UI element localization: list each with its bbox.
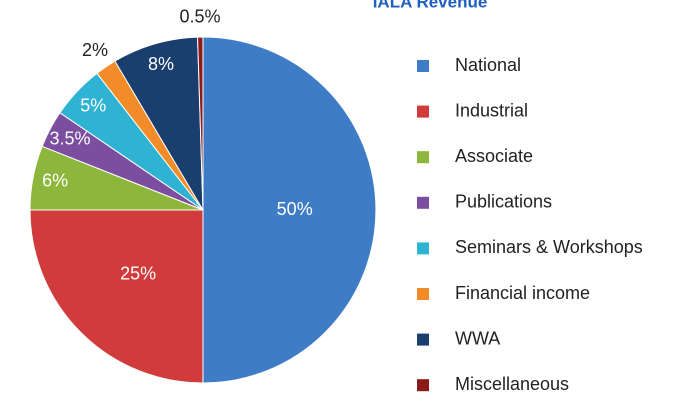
pie-slice	[197, 36, 204, 211]
chart-title: IALA Revenue	[373, 0, 488, 11]
legend-label: Publications	[455, 192, 552, 212]
legend-label: WWA	[455, 328, 500, 348]
data-label: 6%	[42, 171, 68, 191]
legend-swatch	[417, 196, 429, 209]
legend-swatch	[417, 151, 429, 164]
data-label: 8%	[148, 54, 174, 74]
data-label: 3.5%	[49, 128, 90, 148]
legend-swatch	[417, 379, 429, 392]
legend-label: Industrial	[455, 100, 528, 120]
data-label: 25%	[120, 264, 156, 284]
pie-slice	[29, 209, 204, 384]
legend-label: Associate	[455, 146, 533, 166]
legend-swatch	[417, 242, 429, 255]
data-label: 5%	[80, 96, 106, 116]
legend-label: National	[455, 55, 521, 75]
legend-swatch	[417, 288, 429, 300]
data-label: 50%	[277, 199, 313, 219]
legend-label: Financial income	[455, 283, 590, 303]
legend-swatch	[417, 60, 429, 72]
legend-swatch	[417, 105, 429, 118]
legend-label: Seminars & Workshops	[455, 237, 643, 257]
pie-slice	[202, 36, 377, 384]
legend-swatch	[417, 333, 429, 346]
legend-label: Miscellaneous	[455, 374, 569, 394]
data-label: 2%	[82, 40, 108, 60]
data-label: 0.5%	[179, 7, 220, 27]
